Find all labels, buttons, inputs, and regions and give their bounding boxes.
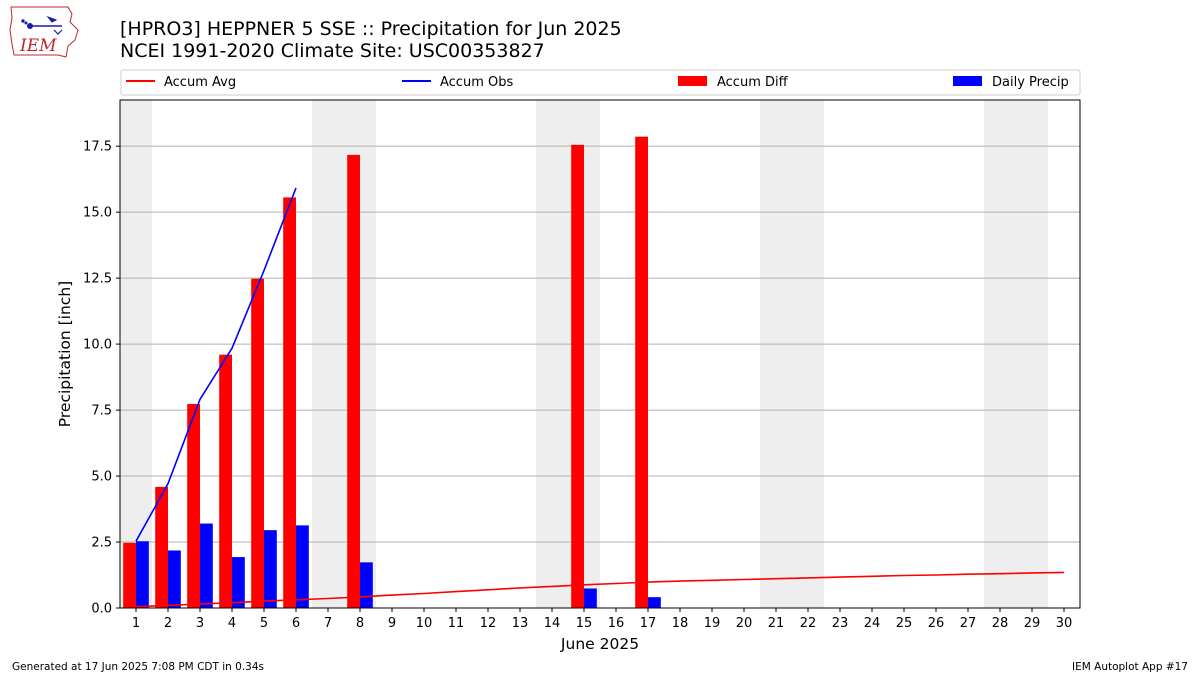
weekend-band xyxy=(312,100,376,608)
x-tick-label: 25 xyxy=(896,616,913,631)
x-tick-label: 19 xyxy=(704,616,721,631)
y-tick-label: 12.5 xyxy=(83,272,112,287)
bar-daily-precip xyxy=(584,588,597,608)
plot-frame xyxy=(119,99,1081,609)
x-axis-label: June 2025 xyxy=(560,635,639,653)
x-tick-label: 21 xyxy=(768,616,785,631)
x-tick-label: 9 xyxy=(388,616,396,631)
bar-accum-diff xyxy=(251,278,264,608)
x-tick-label: 26 xyxy=(928,616,945,631)
bar-daily-precip xyxy=(648,597,661,608)
bar-accum-diff xyxy=(219,354,232,608)
bar-daily-precip xyxy=(136,541,149,608)
bar-accum-diff xyxy=(123,542,136,608)
weekend-band xyxy=(984,100,1048,608)
x-tick-label: 22 xyxy=(800,616,817,631)
bar-accum-diff xyxy=(635,136,648,608)
bars xyxy=(123,136,661,609)
iem-logo: IEM xyxy=(9,6,79,58)
x-tick-label: 23 xyxy=(832,616,849,631)
x-tick-label: 16 xyxy=(608,616,625,631)
x-tick-label: 15 xyxy=(576,616,593,631)
x-tick-label: 18 xyxy=(672,616,689,631)
y-tick-label: 17.5 xyxy=(83,140,112,155)
x-tick-label: 30 xyxy=(1056,616,1073,631)
weekend-bands xyxy=(120,100,1048,608)
x-tick-label: 10 xyxy=(416,616,433,631)
legend-swatch-daily-precip xyxy=(953,76,982,86)
y-tick-label: 10.0 xyxy=(83,338,112,353)
x-tick-label: 11 xyxy=(448,616,465,631)
bar-daily-precip xyxy=(200,523,213,608)
x-tick-label: 3 xyxy=(196,616,204,631)
chart-title: [HPRO3] HEPPNER 5 SSE :: Precipitation f… xyxy=(120,18,622,40)
bar-accum-diff xyxy=(571,144,584,608)
x-tick-label: 2 xyxy=(164,616,172,631)
line-accum-avg xyxy=(135,571,1065,608)
x-tick-label: 24 xyxy=(864,616,881,631)
legend-box xyxy=(120,69,1081,96)
bar-accum-diff xyxy=(187,404,200,608)
x-tick-label: 28 xyxy=(992,616,1009,631)
bar-accum-diff xyxy=(155,486,168,608)
y-axis-ticks: 0.0 2.5 5.0 7.5 10.0 12.5 15.0 17.5 xyxy=(83,140,120,617)
line-accum-obs xyxy=(135,187,297,542)
x-tick-label: 29 xyxy=(1024,616,1041,631)
x-tick-label: 1 xyxy=(132,616,140,631)
bar-daily-precip xyxy=(360,562,373,608)
legend-label-daily-precip: Daily Precip xyxy=(992,75,1069,90)
bar-accum-diff xyxy=(347,154,360,609)
x-tick-label: 27 xyxy=(960,616,977,631)
x-tick-label: 14 xyxy=(544,616,561,631)
x-tick-label: 12 xyxy=(480,616,497,631)
footer-app: IEM Autoplot App #17 xyxy=(1072,661,1188,673)
y-axis-label: Precipitation [inch] xyxy=(56,281,74,427)
y-tick-label: 15.0 xyxy=(83,206,112,221)
x-axis-ticks: 1 2 3 4 5 6 7 8 9 10 11 12 13 14 15 16 17 18 19 20 21 22 23 24 2… xyxy=(132,608,1072,631)
x-tick-label: 7 xyxy=(324,616,332,631)
weekend-band xyxy=(120,100,152,608)
legend-label-accum-diff: Accum Diff xyxy=(717,75,789,90)
footer-generated: Generated at 17 Jun 2025 7:08 PM CDT in … xyxy=(12,661,264,673)
x-tick-label: 5 xyxy=(260,616,268,631)
y-tick-label: 2.5 xyxy=(91,536,112,551)
y-tick-label: 5.0 xyxy=(91,470,112,485)
series-lines xyxy=(135,187,1065,608)
bar-daily-precip xyxy=(232,557,245,608)
x-tick-label: 20 xyxy=(736,616,753,631)
x-tick-label: 4 xyxy=(228,616,236,631)
y-tick-label: 7.5 xyxy=(91,404,112,419)
iowa-state-outline-icon xyxy=(9,6,79,58)
y-tick-label: 0.0 xyxy=(91,602,112,617)
chart-subtitle: NCEI 1991-2020 Climate Site: USC00353827 xyxy=(120,40,545,62)
bar-daily-precip xyxy=(168,550,181,608)
legend-swatch-accum-diff xyxy=(678,76,707,86)
x-tick-label: 6 xyxy=(292,616,300,631)
x-tick-label: 8 xyxy=(356,616,364,631)
weekend-band xyxy=(536,100,600,608)
x-tick-label: 13 xyxy=(512,616,529,631)
weekend-band xyxy=(760,100,824,608)
bar-daily-precip xyxy=(296,525,309,608)
bar-accum-diff xyxy=(283,197,296,608)
x-tick-label: 17 xyxy=(640,616,657,631)
legend: Accum Avg Accum Obs Accum Diff Daily Pre… xyxy=(120,69,1081,96)
weather-station-icon xyxy=(21,15,63,35)
legend-label-accum-avg: Accum Avg xyxy=(164,75,236,90)
legend-label-accum-obs: Accum Obs xyxy=(440,75,513,90)
bar-daily-precip xyxy=(264,530,277,608)
logo-text: IEM xyxy=(19,36,57,56)
